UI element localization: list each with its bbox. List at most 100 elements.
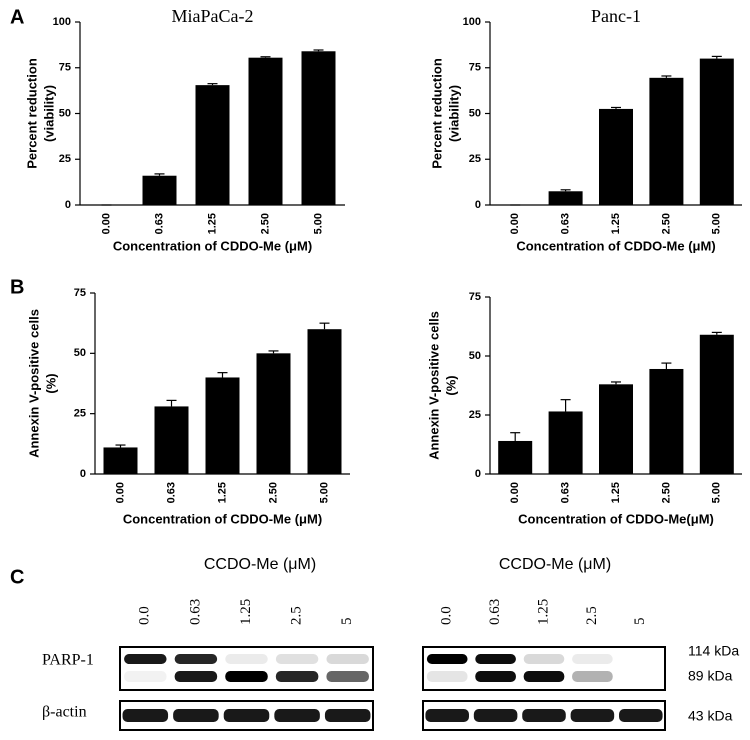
x-tick-label: 2.50 [660, 213, 672, 234]
y-axis-label: Annexin V-positive cells [26, 309, 41, 458]
y-tick-label: 0 [65, 199, 71, 211]
x-tick-label: 0.63 [560, 213, 572, 234]
bar [301, 51, 336, 205]
bar [548, 411, 583, 474]
x-axis-label: Concentration of CDDO-Me(μM) [518, 511, 714, 526]
chart-title: Panc-1 [591, 6, 641, 26]
y-tick-label: 50 [469, 107, 481, 119]
band [124, 671, 167, 682]
x-tick-label: 0.63 [560, 482, 572, 503]
lane-label: 5 [339, 618, 355, 626]
band [223, 709, 270, 722]
y-tick-label: 25 [74, 408, 86, 420]
band [570, 709, 615, 722]
x-axis-label: Concentration of CDDO-Me (μM) [516, 238, 715, 253]
x-axis-label: Concentration of CDDO-Me (μM) [113, 238, 312, 253]
bar [248, 57, 283, 206]
bar [649, 368, 684, 474]
y-tick-label: 75 [469, 291, 481, 303]
blot-header: CCDO-Me (μM) [499, 556, 611, 573]
band [426, 654, 468, 664]
band [523, 654, 565, 664]
x-tick-label: 0.63 [153, 213, 165, 234]
bar [154, 406, 189, 474]
bar [649, 77, 684, 205]
lane-label: 2.5 [289, 606, 305, 625]
lane-label: 0.0 [439, 606, 455, 625]
band [522, 709, 566, 722]
band [425, 709, 469, 722]
panel-label: A [10, 6, 24, 28]
band [572, 654, 613, 664]
band [523, 671, 565, 682]
bar [599, 108, 633, 205]
band [124, 654, 167, 664]
band [324, 709, 371, 722]
y-tick-label: 75 [469, 62, 481, 74]
x-tick-label: 1.25 [216, 482, 228, 503]
y-tick-label: 75 [59, 62, 71, 74]
size-label: 114 kDa [688, 643, 739, 659]
bar [307, 329, 342, 474]
x-tick-label: 1.25 [206, 213, 218, 234]
x-tick-label: 0.63 [165, 482, 177, 503]
y-tick-label: 25 [469, 153, 481, 165]
band [326, 671, 369, 682]
x-tick-label: 5.00 [318, 482, 330, 503]
x-tick-label: 5.00 [711, 482, 723, 503]
y-tick-label: 50 [469, 350, 481, 362]
band [174, 654, 218, 664]
bar [256, 353, 291, 474]
band [475, 671, 516, 682]
x-tick-label: 0.00 [100, 213, 112, 234]
band [426, 671, 468, 682]
y-tick-label: 0 [80, 468, 86, 480]
bar [195, 85, 230, 205]
y-axis-label: Annexin V-positive cells [426, 311, 441, 460]
lane-label: 5 [632, 618, 648, 626]
row-label: β-actin [42, 704, 87, 721]
bar [142, 175, 177, 205]
band [275, 654, 319, 664]
x-tick-label: 2.50 [660, 482, 672, 503]
x-tick-label: 0.00 [114, 482, 126, 503]
y-tick-label: 50 [59, 107, 71, 119]
x-tick-label: 2.50 [259, 213, 271, 234]
band [475, 654, 516, 664]
x-tick-label: 0.00 [509, 213, 521, 234]
y-tick-label: 25 [469, 409, 481, 421]
x-tick-label: 5.00 [711, 213, 723, 234]
band [275, 671, 319, 682]
lane-label: 0.63 [187, 599, 203, 625]
band [572, 671, 613, 682]
blot-frame [119, 646, 374, 691]
bar [599, 384, 633, 474]
x-tick-label: 5.00 [312, 213, 324, 234]
x-tick-label: 2.50 [267, 482, 279, 503]
y-axis-label: (%) [43, 373, 58, 393]
y-axis-label: (viability) [41, 85, 56, 142]
size-label: 89 kDa [688, 668, 733, 684]
size-label: 43 kDa [688, 708, 733, 724]
y-axis-label: Percent reduction [429, 58, 444, 169]
x-tick-label: 1.25 [610, 213, 622, 234]
band [274, 709, 320, 722]
x-tick-label: 0.00 [509, 482, 521, 503]
y-axis-label: Percent reduction [24, 58, 39, 169]
chart-title: MiaPaCa-2 [172, 6, 254, 26]
lane-label: 0.63 [487, 599, 503, 625]
x-tick-label: 1.25 [610, 482, 622, 503]
y-tick-label: 100 [463, 16, 481, 28]
bar [548, 191, 583, 205]
lane-label: 1.25 [535, 599, 551, 625]
x-axis-label: Concentration of CDDO-Me (μM) [123, 511, 322, 526]
y-tick-label: 25 [59, 153, 71, 165]
band [122, 709, 169, 722]
y-axis-label: (viability) [446, 85, 461, 142]
y-axis-label: (%) [443, 375, 458, 395]
blot-header: CCDO-Me (μM) [204, 556, 316, 573]
bar [699, 58, 734, 205]
bar [103, 447, 138, 474]
panel-label: B [10, 276, 24, 298]
